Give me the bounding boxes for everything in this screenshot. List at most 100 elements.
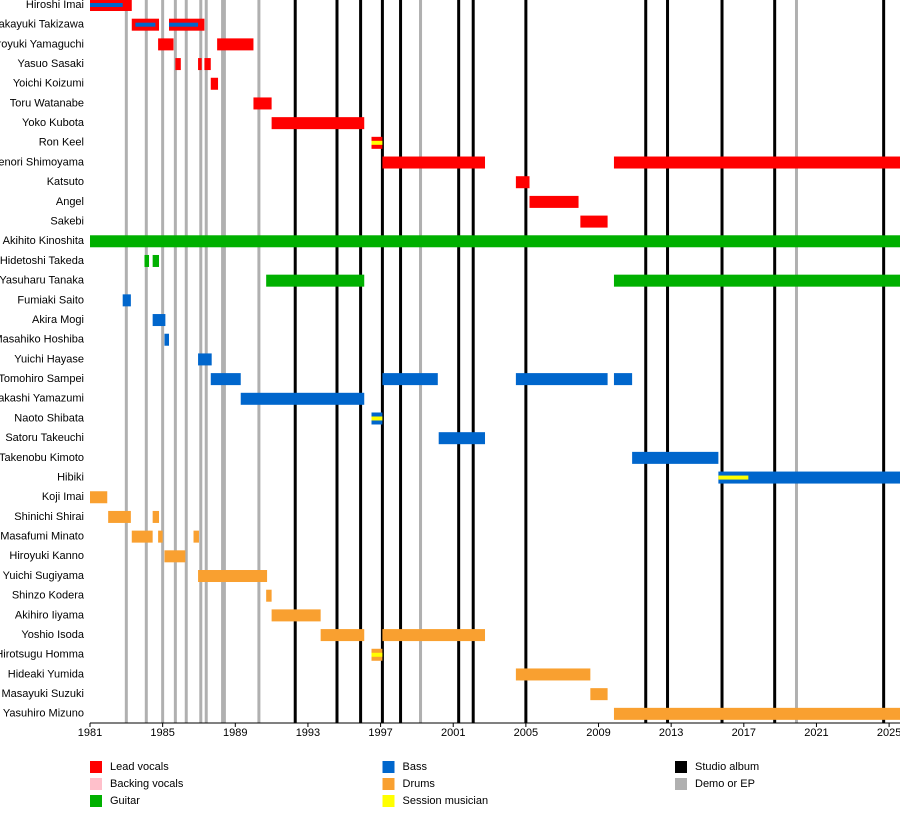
member-label: Yasuo Sasaki bbox=[18, 58, 84, 70]
member-label: Yoshio Isoda bbox=[21, 629, 84, 641]
role-bar bbox=[266, 274, 365, 287]
member-label: Yoichi Koizumi bbox=[13, 78, 84, 90]
member-label: Katsuto bbox=[47, 176, 84, 188]
role-bar bbox=[90, 235, 900, 248]
member-label: Tomohiro Sampei bbox=[0, 373, 84, 385]
legend-swatch bbox=[382, 778, 395, 790]
role-bar bbox=[175, 58, 181, 71]
role-bar bbox=[515, 668, 591, 681]
x-tick-label: 2005 bbox=[514, 727, 538, 739]
role-bar bbox=[90, 491, 108, 504]
legend-swatch bbox=[90, 778, 102, 790]
member-label: Masayuki Suzuki bbox=[1, 688, 84, 700]
legend-swatch bbox=[675, 761, 687, 773]
role-stripe bbox=[718, 475, 749, 480]
role-stripe bbox=[371, 416, 383, 421]
member-label: Hideaki Yumida bbox=[8, 668, 85, 680]
role-bar bbox=[271, 609, 321, 622]
role-bar bbox=[253, 97, 272, 110]
member-label: Akihiro Iiyama bbox=[15, 609, 85, 621]
member-label: Naoto Shibata bbox=[14, 412, 85, 424]
role-stripe bbox=[135, 22, 156, 27]
role-bar bbox=[632, 451, 719, 464]
role-bar bbox=[164, 333, 170, 346]
role-bar bbox=[144, 254, 150, 267]
role-bar bbox=[198, 58, 202, 71]
role-bar bbox=[320, 629, 365, 642]
role-bar bbox=[158, 38, 174, 51]
role-bar bbox=[108, 510, 131, 523]
role-bar bbox=[515, 176, 530, 189]
x-tick-label: 2013 bbox=[659, 727, 683, 739]
role-bar bbox=[198, 353, 212, 366]
role-bar bbox=[515, 373, 608, 386]
role-stripe bbox=[169, 22, 199, 27]
role-bar bbox=[210, 373, 241, 386]
x-tick-label: 1993 bbox=[296, 727, 320, 739]
member-label: Sakebi bbox=[50, 215, 84, 227]
member-label: Fumiaki Saito bbox=[17, 294, 84, 306]
member-label: Masahiko Hoshiba bbox=[0, 334, 85, 346]
role-bar bbox=[613, 274, 900, 287]
role-bar bbox=[718, 471, 900, 484]
role-bar bbox=[152, 314, 166, 327]
role-bar bbox=[590, 688, 608, 701]
legend-swatch bbox=[382, 795, 395, 807]
x-tick-label: 1981 bbox=[78, 727, 102, 739]
role-bar bbox=[217, 38, 254, 51]
legend-label: Guitar bbox=[110, 795, 140, 807]
role-bar bbox=[131, 530, 153, 543]
x-tick-label: 1985 bbox=[150, 727, 174, 739]
x-tick-label: 1997 bbox=[368, 727, 392, 739]
role-bar bbox=[193, 530, 199, 543]
legend-swatch bbox=[90, 761, 102, 773]
member-label: Koji Imai bbox=[42, 491, 84, 503]
role-bar bbox=[210, 77, 219, 90]
member-label: Akihito Kinoshita bbox=[3, 235, 85, 247]
role-bar bbox=[122, 294, 131, 307]
role-bar bbox=[158, 530, 163, 543]
member-label: Hidetoshi Takeda bbox=[0, 255, 85, 267]
role-bar bbox=[438, 432, 486, 445]
member-label: Shinichi Shirai bbox=[14, 511, 84, 523]
role-bar bbox=[529, 195, 579, 208]
role-bar bbox=[204, 58, 211, 71]
role-stripe bbox=[371, 140, 383, 145]
role-bar bbox=[266, 589, 272, 602]
legend-label: Demo or EP bbox=[695, 778, 755, 790]
role-bar bbox=[152, 254, 160, 267]
member-label: Yoko Kubota bbox=[22, 117, 85, 129]
member-label: Hiroyuki Kanno bbox=[9, 550, 84, 562]
legend-label: Drums bbox=[403, 778, 436, 790]
member-label: Hirotsugu Homma bbox=[0, 649, 85, 661]
x-tick-label: 2009 bbox=[586, 727, 610, 739]
legend-swatch bbox=[90, 795, 102, 807]
x-tick-label: 2021 bbox=[804, 727, 828, 739]
member-label: Takenobu Kimoto bbox=[0, 452, 84, 464]
x-tick-label: 2001 bbox=[441, 727, 465, 739]
role-bar bbox=[613, 373, 633, 386]
role-bar bbox=[613, 707, 900, 720]
member-label: Akira Mogi bbox=[32, 314, 84, 326]
member-label: Yasuhiro Mizuno bbox=[3, 708, 84, 720]
role-bar bbox=[382, 156, 486, 169]
member-label: Masafumi Minato bbox=[0, 531, 84, 543]
role-bar bbox=[198, 570, 268, 583]
role-bar bbox=[240, 392, 365, 405]
legend-label: Lead vocals bbox=[110, 761, 169, 773]
member-label: Hibiki bbox=[57, 471, 84, 483]
legend-label: Backing vocals bbox=[110, 778, 184, 790]
member-label: Yasuharu Tanaka bbox=[0, 275, 85, 287]
member-label: Yuichi Hayase bbox=[14, 353, 84, 365]
x-tick-label: 2017 bbox=[732, 727, 756, 739]
member-label: Yuichi Sugiyama bbox=[3, 570, 85, 582]
member-label: Angel bbox=[56, 196, 84, 208]
legend-label: Studio album bbox=[695, 761, 759, 773]
role-bar bbox=[580, 215, 608, 228]
legend-swatch bbox=[382, 761, 395, 773]
x-tick-label: 1989 bbox=[223, 727, 247, 739]
role-bar bbox=[271, 117, 365, 130]
member-label: Satoru Takeuchi bbox=[5, 432, 84, 444]
x-tick-label: 2025 bbox=[877, 727, 900, 739]
